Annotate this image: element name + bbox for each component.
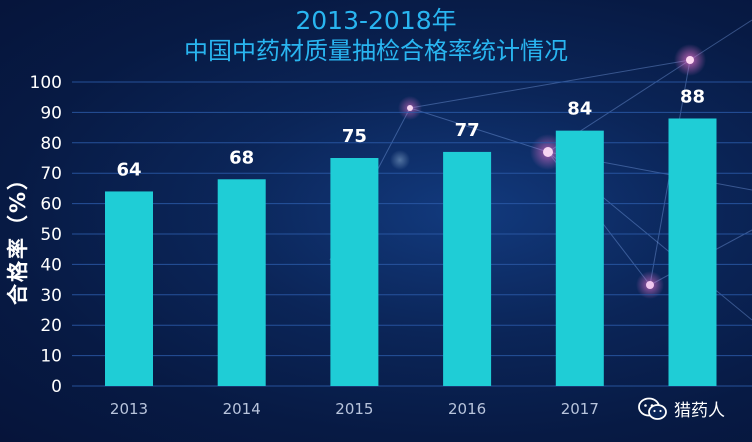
bar <box>443 151 492 386</box>
y-tick-label: 30 <box>40 286 62 306</box>
y-tick-label: 50 <box>40 225 62 245</box>
x-tick-label: 2015 <box>335 400 373 418</box>
chart-title: 2013-2018年 中国中药材质量抽检合格率统计情况 <box>0 6 752 66</box>
bar-value-label: 75 <box>342 126 367 147</box>
y-tick-label: 70 <box>40 164 62 184</box>
watermark: 猎药人 <box>638 396 725 421</box>
y-tick-label: 100 <box>30 73 62 93</box>
bar <box>217 179 266 386</box>
watermark-text: 猎药人 <box>674 401 725 421</box>
bar-value-label: 77 <box>455 120 480 141</box>
wechat-logo-icon <box>638 397 667 420</box>
chart-title-line1: 2013-2018年 <box>295 6 457 35</box>
y-tick-label: 60 <box>40 195 62 215</box>
bar-value-label: 64 <box>116 159 141 180</box>
x-tick-label: 2014 <box>223 400 261 418</box>
y-tick-label: 80 <box>40 134 62 154</box>
y-tick-label: 10 <box>40 347 62 367</box>
bar <box>330 158 379 386</box>
chart-title-line2: 中国中药材质量抽检合格率统计情况 <box>184 36 568 65</box>
bar <box>555 130 604 386</box>
x-tick-label: 2013 <box>110 400 148 418</box>
bar-value-label: 88 <box>680 86 705 107</box>
y-tick-label: 20 <box>40 316 62 336</box>
y-tick-label: 0 <box>51 377 62 397</box>
x-tick-label: 2017 <box>561 400 599 418</box>
y-tick-label: 40 <box>40 255 62 275</box>
bar-value-label: 84 <box>567 99 592 120</box>
bar <box>105 191 153 386</box>
x-tick-label: 2016 <box>448 400 486 418</box>
y-tick-label: 90 <box>40 103 62 123</box>
bar <box>668 118 717 386</box>
bar-value-label: 68 <box>229 147 254 168</box>
